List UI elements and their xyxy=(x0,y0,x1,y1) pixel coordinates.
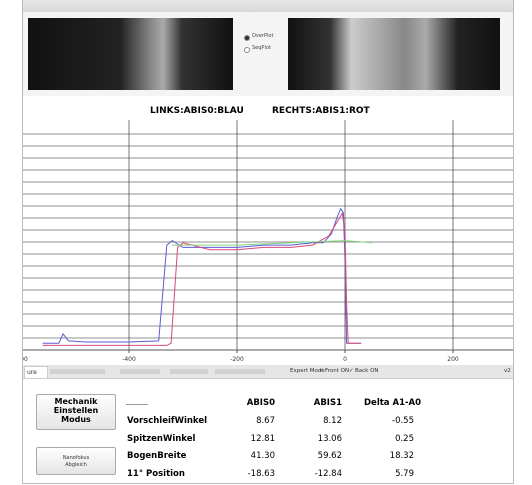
table-value: 8.12 xyxy=(292,416,342,426)
page: LINKS:ABIS0:BLAU RECHTS:ABIS1:ROT -600 -4… xyxy=(0,0,532,485)
button-text[interactable]: Einstellen xyxy=(37,406,115,415)
tab[interactable]: ure xyxy=(24,366,48,379)
table-value: 8.67 xyxy=(225,416,275,426)
x-tick-label: 0 xyxy=(343,356,347,363)
plot-header-right: RECHTS:ABIS1:ROT xyxy=(272,106,370,116)
row-label: BogenBreite xyxy=(127,451,186,461)
button-text[interactable]: Nanofokus xyxy=(37,455,115,462)
radio-dot[interactable] xyxy=(244,47,250,53)
version: v2 xyxy=(504,366,511,377)
table-value: -12.84 xyxy=(292,469,342,479)
plot-header-bar xyxy=(23,96,513,120)
row-label: SpitzenWinkel xyxy=(127,434,195,444)
table-value: -0.55 xyxy=(364,416,414,426)
table-header: ABIS1 xyxy=(292,398,342,408)
tab-faded[interactable] xyxy=(120,369,160,374)
table-value: 41.30 xyxy=(225,451,275,461)
check[interactable]: ✓ xyxy=(319,366,324,377)
table-header: Delta A1-A0 xyxy=(364,398,421,408)
tab-faded[interactable] xyxy=(215,369,265,374)
tab-faded[interactable] xyxy=(50,369,105,374)
table-value: 59.62 xyxy=(292,451,342,461)
chart: -600 -400 -200 0 200 xyxy=(23,120,513,365)
plot-header-left: LINKS:ABIS0:BLAU xyxy=(150,106,244,116)
table-value: 0.25 xyxy=(364,434,414,444)
check[interactable]: ✓ xyxy=(349,366,354,377)
button-text[interactable]: Modus xyxy=(37,415,115,424)
x-tick-label: -200 xyxy=(230,356,244,363)
plot-area xyxy=(23,120,513,365)
radio-label[interactable]: SeqPlot xyxy=(252,45,271,51)
row-label: 11° Position xyxy=(127,469,185,479)
camera-right xyxy=(288,18,500,90)
header-dash xyxy=(126,404,148,405)
table-value: 12.81 xyxy=(225,434,275,444)
option[interactable]: Back ON xyxy=(355,366,379,377)
x-tick-label: -400 xyxy=(122,356,136,363)
row-label: VorschleifWinkel xyxy=(127,416,207,426)
button-text[interactable]: Mechanik xyxy=(37,397,115,406)
table-value: 18.32 xyxy=(364,451,414,461)
tab-faded[interactable] xyxy=(170,369,208,374)
option[interactable]: Front ON xyxy=(325,366,349,377)
x-tick-label: -600 xyxy=(23,356,28,363)
button-text[interactable]: Abgleich xyxy=(37,462,115,469)
radio-dot[interactable] xyxy=(244,35,250,41)
x-tick-label: 200 xyxy=(447,356,459,363)
table-header: ABIS0 xyxy=(225,398,275,408)
radio-label[interactable]: OverPlot xyxy=(252,33,273,39)
table-value: -18.63 xyxy=(225,469,275,479)
table-value: 5.79 xyxy=(364,469,414,479)
table-value: 13.06 xyxy=(292,434,342,444)
camera-left xyxy=(28,18,233,90)
toolbar xyxy=(23,0,513,12)
